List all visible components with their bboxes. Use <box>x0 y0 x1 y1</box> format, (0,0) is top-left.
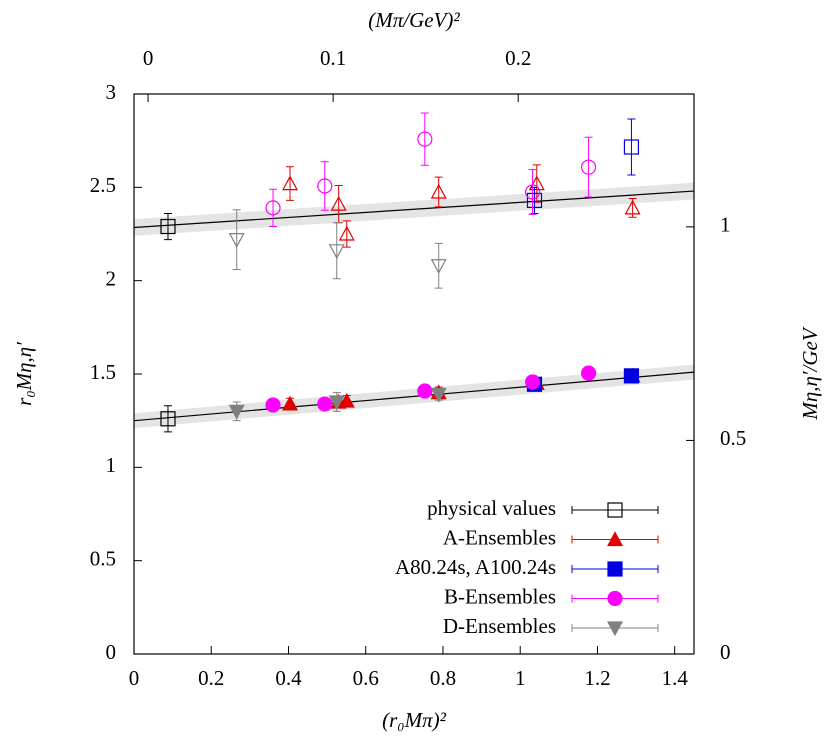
legend-marker <box>606 621 624 637</box>
x-tick-label: 0.6 <box>353 666 379 690</box>
legend-marker <box>606 531 624 547</box>
marker <box>524 184 541 200</box>
marker <box>160 218 176 235</box>
error-bar <box>269 188 278 228</box>
marker <box>160 411 176 427</box>
fit-line <box>133 190 695 229</box>
x-tick-label: 0.8 <box>430 666 456 690</box>
marker <box>328 244 345 260</box>
error-bar <box>163 405 172 433</box>
marker <box>430 259 447 274</box>
x2-axis-title: (Mπ/GeV)² <box>368 8 460 32</box>
marker <box>526 192 543 208</box>
x2-tick-label: 0 <box>143 46 154 70</box>
marker <box>580 365 597 381</box>
legend-label: B-Ensembles <box>444 584 556 608</box>
error-bar <box>420 112 429 166</box>
marker <box>265 397 281 413</box>
y2-axis-title: Mη,η′/GeV <box>798 326 822 420</box>
error-bar <box>332 222 341 280</box>
error-bar <box>627 118 636 176</box>
error-bar <box>434 242 443 289</box>
error-bar <box>434 176 443 208</box>
error-bar <box>342 220 351 248</box>
legend-line <box>571 506 659 514</box>
legend-marker <box>607 502 623 518</box>
error-bar <box>232 209 241 270</box>
y-tick-label: 0 <box>106 640 117 664</box>
y-axis-title: r₀Mη,η′ <box>12 342 36 406</box>
x-tick-label: 0 <box>129 666 140 690</box>
error-bar <box>320 161 329 211</box>
marker <box>338 392 355 408</box>
marker <box>228 404 245 420</box>
y2-tick-label: 0.5 <box>720 426 746 450</box>
marker <box>317 396 333 412</box>
marker <box>624 199 641 215</box>
x-axis-title: (r₀Mπ)² <box>382 708 446 732</box>
x2-tick-label: 0.2 <box>505 46 531 70</box>
y-tick-label: 0.5 <box>90 546 116 570</box>
marker <box>228 233 245 248</box>
marker <box>317 178 333 194</box>
marker <box>623 368 640 384</box>
x-tick-label: 1.2 <box>584 666 610 690</box>
marker <box>417 131 433 147</box>
marker <box>417 383 433 399</box>
marker <box>528 175 545 191</box>
marker <box>430 183 447 199</box>
legend-label: A-Ensembles <box>443 525 556 549</box>
marker <box>580 159 597 175</box>
marker <box>282 175 299 191</box>
marker <box>265 200 281 216</box>
error-bar <box>584 136 593 198</box>
legend-marker <box>607 561 623 577</box>
y-tick-label: 1 <box>106 453 117 477</box>
marker <box>338 225 355 241</box>
marker <box>524 374 541 390</box>
legend-marker <box>607 590 623 607</box>
error-bar <box>163 212 172 241</box>
marker <box>330 195 347 211</box>
error-bar <box>528 169 537 215</box>
marker <box>328 395 345 411</box>
fit-line <box>133 371 695 422</box>
legend-label: physical values <box>427 496 556 520</box>
y-tick-label: 1.5 <box>90 360 116 384</box>
y2-tick-label: 1 <box>720 213 731 237</box>
x-tick-label: 1.4 <box>662 666 689 690</box>
x-tick-label: 1 <box>515 666 526 690</box>
y-tick-label: 3 <box>106 80 117 104</box>
x2-tick-label: 0.1 <box>320 46 346 70</box>
y-tick-label: 2 <box>106 266 117 290</box>
x-tick-label: 0.2 <box>198 666 224 690</box>
x-tick-label: 0.4 <box>275 666 302 690</box>
y2-tick-label: 0 <box>720 640 731 664</box>
legend-label: D-Ensembles <box>443 614 556 638</box>
marker <box>430 387 447 403</box>
marker <box>282 395 299 411</box>
legend-label: A80.24s, A100.24s <box>395 555 556 579</box>
error-bar <box>286 166 295 201</box>
marker <box>623 139 640 155</box>
y-tick-label: 2.5 <box>90 173 116 197</box>
